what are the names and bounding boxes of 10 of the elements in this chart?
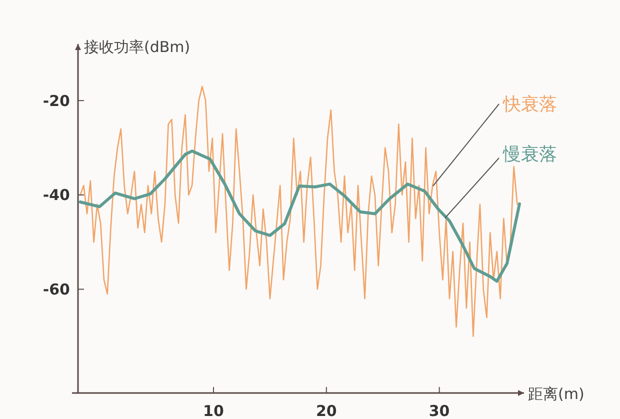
text: 快衰落 bbox=[502, 94, 557, 115]
x-axis-title: 距离(m) bbox=[528, 385, 584, 403]
y-tick-label: -40 bbox=[42, 186, 70, 204]
y-tick-label: -60 bbox=[42, 280, 70, 298]
x-tick-label: 10 bbox=[203, 402, 224, 419]
y-tick-label: -20 bbox=[42, 92, 70, 110]
x-tick-label: 30 bbox=[428, 402, 450, 419]
x-tick-label: 20 bbox=[316, 402, 337, 419]
y-axis-title: 接收功率(dBm) bbox=[84, 38, 190, 56]
text: 慢衰落 bbox=[502, 144, 557, 165]
